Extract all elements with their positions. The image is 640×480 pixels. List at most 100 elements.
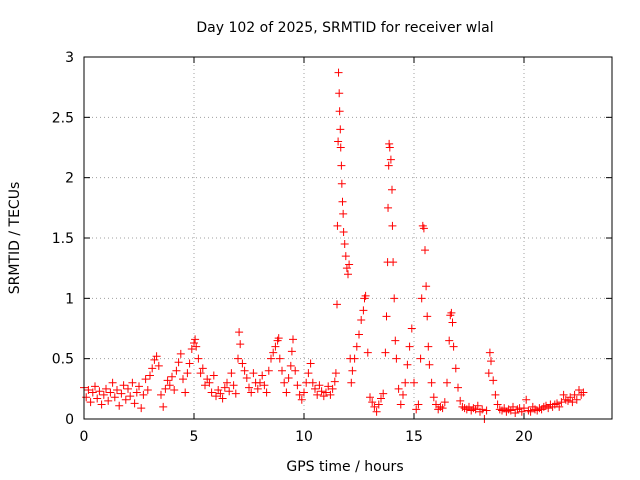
data-point — [449, 342, 458, 351]
data-point — [379, 389, 388, 398]
data-point — [390, 294, 399, 303]
data-point — [381, 348, 390, 357]
data-point — [392, 354, 401, 363]
data-point — [438, 404, 447, 413]
data-point — [106, 388, 115, 397]
data-point — [198, 364, 207, 373]
y-tick-label: 1 — [65, 291, 74, 307]
data-point — [575, 386, 583, 395]
data-point — [359, 306, 368, 315]
data-point — [229, 381, 238, 390]
data-point — [183, 369, 192, 378]
data-point — [179, 375, 187, 384]
data-point — [236, 340, 245, 349]
data-point — [256, 378, 264, 387]
data-point — [385, 139, 394, 148]
data-point — [419, 224, 428, 233]
data-point — [342, 264, 351, 273]
data-point — [422, 282, 431, 291]
data-point — [333, 300, 341, 309]
data-point — [269, 348, 278, 357]
plot-frame — [83, 56, 613, 420]
data-point — [231, 389, 240, 398]
data-point — [564, 396, 572, 405]
data-point — [190, 338, 198, 347]
y-tick-label: 0.5 — [52, 352, 74, 368]
data-point — [311, 384, 319, 393]
data-point — [579, 388, 588, 397]
y-tick-label: 2.5 — [52, 110, 74, 126]
data-point — [412, 405, 421, 414]
data-point — [284, 373, 293, 382]
data-point — [238, 359, 247, 368]
data-point — [338, 197, 347, 206]
data-point — [93, 394, 102, 403]
data-point — [319, 392, 328, 401]
x-tick-label: 0 — [80, 429, 89, 445]
data-point — [220, 383, 229, 392]
data-point — [493, 400, 502, 409]
data-point — [407, 324, 416, 333]
data-point — [126, 392, 135, 401]
x-axis-label: GPS time / hours — [286, 459, 403, 475]
data-point — [191, 335, 200, 344]
data-point — [336, 143, 345, 152]
data-point — [568, 398, 577, 407]
data-point — [121, 395, 130, 404]
data-point — [235, 328, 244, 337]
data-point — [115, 401, 124, 410]
data-point — [253, 384, 262, 393]
data-point — [245, 383, 253, 392]
x-tick-label: 15 — [405, 429, 423, 445]
data-point — [168, 372, 176, 381]
data-point — [487, 357, 495, 366]
data-point — [132, 388, 141, 397]
data-point — [234, 354, 242, 363]
data-point — [300, 388, 308, 397]
data-point — [557, 398, 566, 407]
data-point — [377, 394, 385, 403]
data-point — [139, 390, 148, 399]
data-point — [526, 407, 535, 416]
data-point — [368, 398, 377, 407]
data-point — [363, 348, 372, 357]
data-point — [334, 137, 343, 146]
data-point — [135, 382, 143, 391]
data-point — [357, 316, 366, 325]
data-point — [97, 400, 106, 409]
data-point — [559, 390, 568, 399]
data-point — [454, 383, 462, 392]
data-point — [566, 393, 575, 402]
data-point — [249, 369, 258, 378]
x-tick-label: 5 — [190, 429, 199, 445]
data-point — [396, 400, 405, 409]
data-point — [337, 161, 346, 170]
data-point — [384, 161, 393, 170]
y-tick-label: 3 — [65, 50, 74, 66]
data-point — [192, 342, 201, 351]
data-point — [86, 398, 95, 407]
data-point — [227, 369, 236, 378]
data-point — [572, 395, 581, 404]
data-point — [306, 359, 315, 368]
data-point — [339, 209, 348, 218]
data-point — [262, 388, 271, 397]
data-point — [401, 378, 410, 387]
data-point — [386, 155, 395, 164]
data-point — [427, 378, 436, 387]
data-point — [389, 258, 398, 267]
data-point — [119, 381, 128, 390]
data-point — [108, 378, 117, 387]
data-point — [491, 390, 500, 399]
y-tick-label: 0 — [65, 412, 74, 428]
data-point — [361, 291, 370, 300]
grid-lines — [84, 57, 612, 419]
data-point — [304, 369, 313, 378]
data-point — [267, 354, 275, 363]
data-point — [424, 342, 433, 351]
data-point — [225, 387, 234, 396]
data-point — [99, 390, 108, 399]
data-point — [328, 384, 337, 393]
data-point — [201, 381, 209, 390]
data-point — [275, 354, 284, 363]
